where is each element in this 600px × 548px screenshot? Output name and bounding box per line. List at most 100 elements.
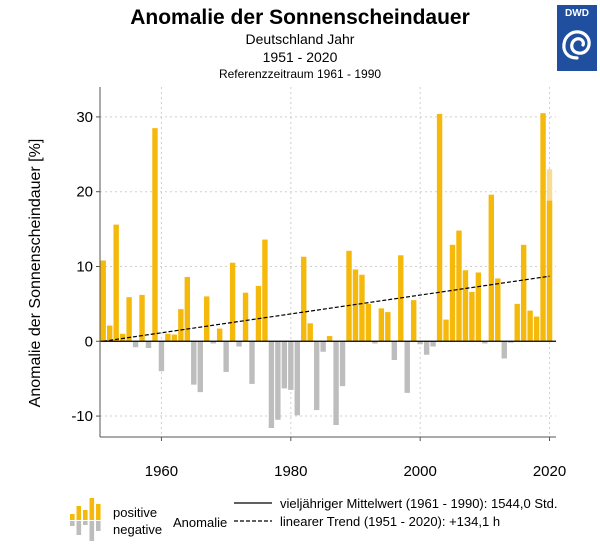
bar [165,333,171,342]
chart-period: 1951 - 2020 [262,49,338,65]
bar [236,341,242,347]
bar [197,341,203,393]
bar [191,341,197,385]
bar [288,341,294,390]
bar [107,325,113,342]
bar [313,341,320,411]
legend-positive-bar-icon [89,498,95,520]
bar [372,341,378,344]
axes: -10 0 10 20 30 1960 1980 2000 2020 [71,87,566,480]
x-tick-label: 1980 [274,463,307,480]
bar [119,333,126,342]
bar [540,113,546,342]
bar [417,341,423,345]
y-tick-label: 0 [85,333,93,350]
dwd-swirl-logo-icon [562,30,591,60]
bar [411,300,417,342]
bar [365,303,372,342]
bar [352,269,359,342]
dwd-logo: DWD [557,5,597,71]
bar [443,319,449,342]
bar [281,341,288,389]
bar [359,274,365,342]
bar [204,296,210,342]
legend-positive-bar-icon [83,510,88,520]
bar [404,341,410,393]
bar [488,194,495,342]
bar [501,341,507,359]
bar [546,200,553,342]
bar [152,128,158,342]
bar [320,341,326,352]
bar [262,239,268,342]
bar [378,308,385,342]
bar [495,278,501,342]
bar [346,250,352,342]
y-axis-label: Anomalie der Sonnenscheindauer [%] [27,139,44,408]
bar [469,291,475,342]
y-tick-label: 20 [76,184,93,201]
bar [229,262,236,342]
bar [326,336,333,342]
bar [139,294,145,342]
bar [391,341,397,360]
chart-subtitle: Deutschland Jahr [245,31,355,47]
legend-positive-label: positive [113,505,158,520]
bar [462,270,469,342]
legend-trend-label: linearer Trend (1951 - 2020): +134,1 h [280,514,501,529]
bar [223,341,229,372]
bar [255,285,262,342]
bar [184,276,191,342]
bar [210,341,216,344]
bar [430,341,436,347]
bar [100,260,106,342]
bar [113,224,119,342]
legend-positive-bar-icon [96,504,101,520]
x-tick-label: 2020 [533,463,566,480]
bar [333,341,339,426]
bar [423,341,430,355]
x-tick-label: 2000 [403,463,436,480]
legend-negative-bar-icon [89,521,95,541]
bar [294,341,300,416]
bar [339,341,346,387]
y-tick-label: 30 [76,109,93,126]
legend-negative-bar-icon [76,521,82,535]
legend-icons [70,498,272,541]
bar [307,323,313,342]
bar [482,341,488,344]
y-tick-label: 10 [76,258,93,275]
x-tick-label: 1960 [145,463,178,480]
bar [449,244,456,342]
dwd-logo-text: DWD [565,8,589,19]
bar [126,297,132,342]
bar-series [100,113,553,429]
bar [475,272,482,342]
bar [508,341,514,343]
trend-line [103,275,550,342]
legend-mean-label: vieljähriger Mittelwert (1961 - 1990): 1… [280,496,558,511]
legend-negative-bar-icon [70,521,75,526]
bar [132,341,139,348]
bar [242,292,249,342]
chart-reference-period: Referenzzeitraum 1961 - 1990 [218,67,382,81]
legend-positive-bar-icon [76,506,82,520]
bar [520,244,527,342]
bar [171,334,178,342]
bar [514,303,520,342]
legend-negative-bar-icon [83,521,88,525]
reference-lines [100,275,556,342]
bar [216,328,223,342]
bar [527,310,533,342]
legend-positive-bar-icon [70,514,75,520]
chart-title: Anomalie der Sonnenscheindauer [130,6,470,29]
bar [385,312,391,342]
bar [178,309,184,342]
bar [145,341,152,349]
bar [436,113,443,342]
bar [533,316,540,342]
grid-lines [100,87,556,437]
bar [301,256,307,342]
legend-anomaly-label: Anomalie [173,515,228,530]
